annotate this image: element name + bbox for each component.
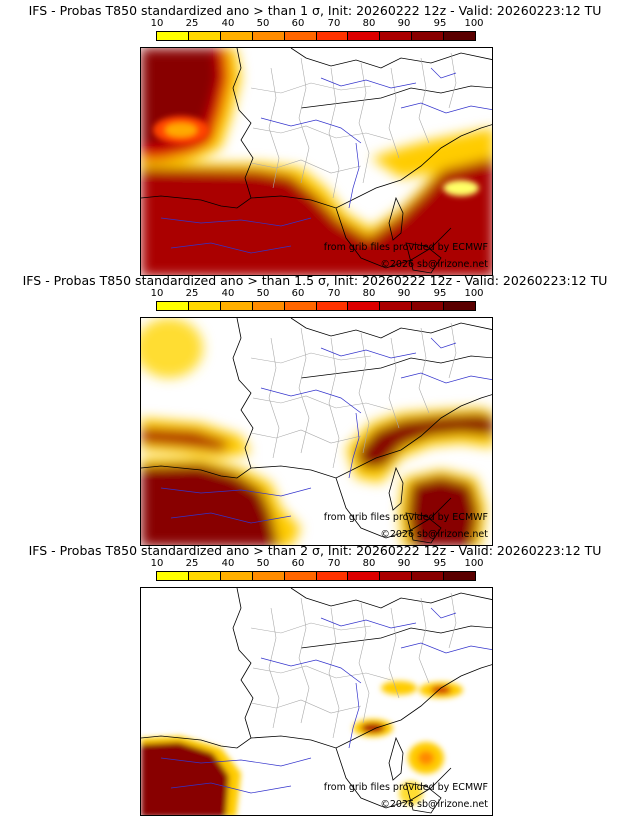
tick-label: 50: [256, 18, 270, 29]
probability-map: from grib files provided by ECMWF ©2026 …: [140, 47, 493, 276]
tick-label: 40: [221, 18, 235, 29]
color-swatch: [157, 302, 189, 310]
tick-label: 80: [362, 18, 376, 29]
color-swatch: [220, 302, 253, 310]
tick-label: 40: [221, 288, 235, 299]
tick-label: 100: [464, 558, 484, 569]
tick-label: 80: [362, 558, 376, 569]
color-swatch: [444, 32, 476, 40]
tick-label: 95: [433, 288, 447, 299]
tick-label: 90: [397, 288, 411, 299]
tick-label: 90: [397, 558, 411, 569]
color-swatch: [348, 572, 381, 580]
color-scale: 10 25 40 50 60 70 80 90 95 100: [151, 18, 484, 48]
panel-title: IFS - Probas T850 standardized ano > tha…: [28, 543, 602, 558]
tick-label: 25: [185, 18, 199, 29]
color-swatch: [316, 302, 349, 310]
tick-label: 10: [150, 18, 164, 29]
credit-copyright: ©2026 sb@irizone.net: [380, 799, 488, 810]
color-swatch: [157, 572, 189, 580]
credit-copyright: ©2026 sb@irizone.net: [380, 259, 488, 270]
color-swatch: [380, 572, 413, 580]
tick-label: 50: [256, 288, 270, 299]
tick-label: 60: [291, 18, 305, 29]
tick-label: 90: [397, 18, 411, 29]
color-swatch: [412, 32, 445, 40]
color-swatch: [188, 32, 221, 40]
color-swatch: [380, 32, 413, 40]
color-swatch: [348, 302, 381, 310]
color-swatch: [157, 32, 189, 40]
tick-label: 70: [327, 288, 341, 299]
color-swatches: [156, 571, 476, 581]
color-swatch: [252, 302, 285, 310]
map-panel-3: IFS - Probas T850 standardized ano > tha…: [0, 540, 630, 816]
tick-label: 100: [464, 18, 484, 29]
tick-label: 10: [150, 288, 164, 299]
color-swatch: [188, 302, 221, 310]
color-swatch: [412, 302, 445, 310]
color-swatch: [252, 32, 285, 40]
color-swatch: [252, 572, 285, 580]
color-swatch: [380, 302, 413, 310]
color-swatch: [188, 572, 221, 580]
tick-label: 100: [464, 288, 484, 299]
credit-source: from grib files provided by ECMWF: [323, 512, 488, 523]
tick-label: 25: [185, 288, 199, 299]
map-canvas: [141, 318, 492, 545]
map-panel-1: IFS - Probas T850 standardized ano > tha…: [0, 0, 630, 276]
color-scale: 10 25 40 50 60 70 80 90 95 100: [151, 288, 484, 318]
color-swatch: [444, 302, 476, 310]
tick-label: 50: [256, 558, 270, 569]
color-swatch: [284, 572, 317, 580]
panel-title: IFS - Probas T850 standardized ano > tha…: [22, 273, 608, 288]
credit-copyright: ©2026 sb@irizone.net: [380, 529, 488, 540]
tick-label: 80: [362, 288, 376, 299]
credit-source: from grib files provided by ECMWF: [323, 242, 488, 253]
color-swatches: [156, 31, 476, 41]
panel-title: IFS - Probas T850 standardized ano > tha…: [28, 3, 602, 18]
tick-label: 60: [291, 558, 305, 569]
color-swatch: [444, 572, 476, 580]
tick-label: 60: [291, 288, 305, 299]
color-swatch: [284, 302, 317, 310]
color-scale: 10 25 40 50 60 70 80 90 95 100: [151, 558, 484, 588]
map-canvas: [141, 588, 492, 815]
map-panel-2: IFS - Probas T850 standardized ano > tha…: [0, 270, 630, 546]
color-swatch: [220, 32, 253, 40]
color-swatch: [348, 32, 381, 40]
color-swatch: [316, 32, 349, 40]
tick-label: 95: [433, 558, 447, 569]
color-swatch: [412, 572, 445, 580]
color-swatch: [316, 572, 349, 580]
color-swatch: [220, 572, 253, 580]
credit-source: from grib files provided by ECMWF: [323, 782, 488, 793]
color-swatches: [156, 301, 476, 311]
map-canvas: [141, 48, 492, 275]
tick-label: 70: [327, 558, 341, 569]
tick-label: 10: [150, 558, 164, 569]
tick-label: 95: [433, 18, 447, 29]
tick-label: 40: [221, 558, 235, 569]
color-swatch: [284, 32, 317, 40]
probability-map: from grib files provided by ECMWF ©2026 …: [140, 317, 493, 546]
probability-map: from grib files provided by ECMWF ©2026 …: [140, 587, 493, 816]
tick-label: 70: [327, 18, 341, 29]
tick-label: 25: [185, 558, 199, 569]
